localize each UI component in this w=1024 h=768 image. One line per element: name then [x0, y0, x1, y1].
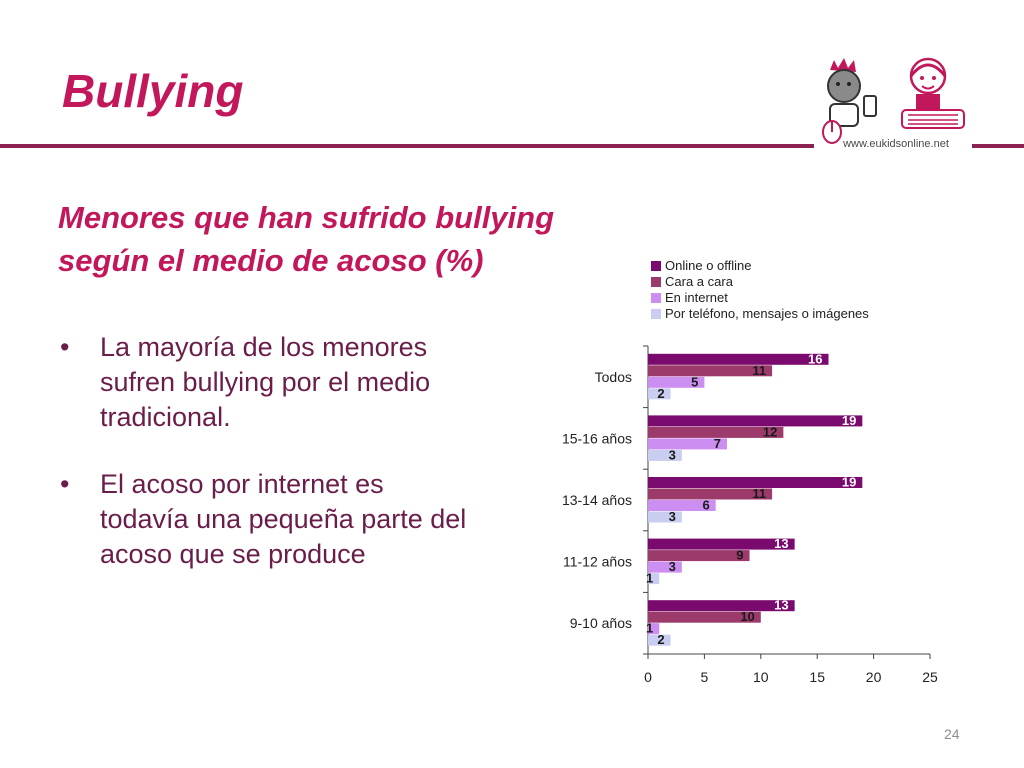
slide-subtitle: Menores que han sufrido bullying según e… [58, 196, 638, 283]
x-tick-label: 25 [922, 669, 938, 685]
bar [648, 511, 682, 523]
title-rule-left [0, 144, 814, 148]
data-label: 1 [646, 621, 653, 636]
category-label: 11-12 años [563, 554, 632, 570]
bar [648, 388, 671, 400]
bar [648, 538, 795, 550]
website-url[interactable]: www.eukidsonline.net [843, 138, 949, 150]
bar [648, 550, 750, 562]
bar [648, 376, 705, 388]
bullet-list: • La mayoría de los menores sufren bully… [58, 330, 478, 605]
subtitle-line-1: Menores que han sufrido bullying [58, 200, 555, 235]
eukidsonline-logo [822, 57, 965, 144]
legend-swatch [651, 261, 661, 271]
legend-swatch [651, 277, 661, 287]
x-tick-label: 15 [809, 669, 825, 685]
bar [648, 477, 863, 488]
data-label: 7 [714, 436, 721, 451]
legend-label: Por teléfono, mensajes o imágenes [665, 306, 869, 321]
data-label: 5 [691, 374, 698, 389]
bar [648, 561, 682, 573]
legend-label: Online o offline [665, 258, 752, 273]
category-label: Todos [595, 369, 632, 385]
data-label: 19 [842, 413, 856, 428]
bar [648, 415, 863, 427]
data-label: 19 [842, 475, 856, 490]
data-label: 10 [740, 609, 754, 624]
bar [648, 623, 660, 635]
slide-title: Bullying [62, 65, 244, 117]
data-label: 6 [702, 498, 709, 513]
bullet-dot-icon: • [60, 332, 70, 362]
data-label: 9 [736, 548, 743, 563]
bullet-item: • El acoso por internet es todavía una p… [58, 467, 478, 572]
category-label: 9-10 años [570, 615, 632, 631]
legend-label: Cara a cara [665, 274, 734, 289]
page-number: 24 [944, 726, 960, 742]
bullet-text: El acoso por internet es todavía una peq… [100, 469, 467, 570]
boy-icon [822, 58, 877, 144]
data-label: 3 [669, 447, 676, 462]
bar [648, 573, 660, 585]
bar [648, 600, 795, 612]
x-tick-label: 10 [753, 669, 769, 685]
x-tick-label: 20 [866, 669, 882, 685]
bar [648, 611, 761, 623]
legend-swatch [651, 309, 661, 319]
data-label: 1 [646, 571, 653, 586]
bar [648, 488, 773, 500]
data-label: 11 [752, 363, 766, 378]
bullet-item: • La mayoría de los menores sufren bully… [58, 330, 478, 435]
subtitle-line-2: según el medio de acoso (%) [58, 243, 484, 279]
data-label: 13 [774, 598, 788, 613]
bullet-text: La mayoría de los menores sufren bullyin… [100, 332, 431, 433]
data-label: 13 [774, 536, 788, 551]
girl-icon [901, 57, 965, 129]
x-tick-label: 5 [701, 669, 709, 685]
data-label: 3 [669, 559, 676, 574]
bar [648, 634, 671, 646]
legend-label: En internet [665, 290, 728, 305]
bar [648, 449, 682, 461]
bar [648, 438, 727, 450]
data-label: 2 [657, 632, 664, 647]
bar [648, 353, 829, 365]
data-label: 3 [669, 509, 676, 524]
bullet-dot-icon: • [60, 469, 70, 500]
data-label: 2 [657, 386, 664, 401]
legend-swatch [651, 293, 661, 303]
bar [648, 500, 716, 511]
category-label: 13-14 años [562, 492, 632, 508]
x-tick-label: 0 [644, 669, 652, 685]
bar [648, 365, 773, 377]
data-label: 16 [808, 351, 822, 366]
data-label: 11 [752, 486, 766, 501]
data-label: 12 [763, 424, 777, 439]
category-label: 15-16 años [562, 430, 632, 446]
title-rule-right [972, 144, 1024, 148]
bar [648, 426, 784, 438]
